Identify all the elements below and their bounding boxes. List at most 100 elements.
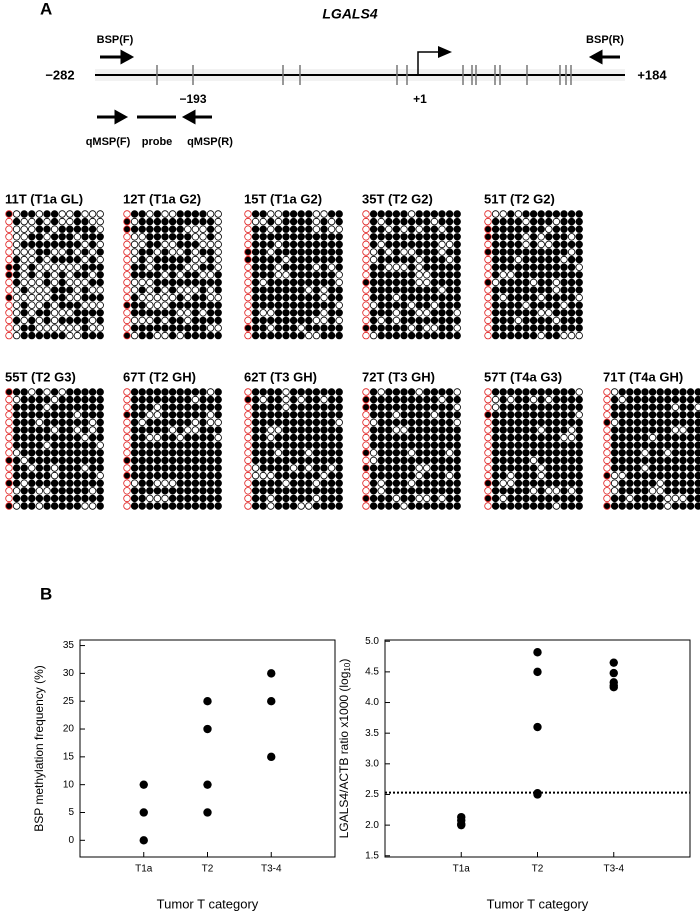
cpg-dot (575, 388, 583, 396)
cpg-dot (176, 309, 184, 317)
cpg-dot (603, 479, 611, 487)
cpg-dot (259, 271, 267, 279)
cpg-dot (161, 441, 169, 449)
cpg-dot (567, 456, 576, 465)
cpg-dot (369, 487, 378, 495)
cpg-dot (244, 331, 252, 340)
qmsp-r-label: qMSP(R) (187, 136, 233, 148)
cpg-dot (184, 255, 192, 264)
cpg-dot (369, 225, 378, 233)
cpg-dot (146, 240, 154, 249)
cpg-dot (400, 309, 408, 317)
cpg-dot (453, 255, 461, 264)
cpg-dot (641, 456, 649, 465)
cpg-dot (251, 403, 260, 411)
cpg-dot (146, 388, 154, 396)
cpg-dot (453, 388, 461, 396)
cpg-dot (282, 233, 290, 241)
cpg-dot (123, 324, 131, 332)
cpg-dot (648, 449, 657, 457)
cpg-dot (438, 324, 446, 332)
cpg-dot (610, 502, 619, 510)
cpg-dot (537, 441, 545, 449)
cpg-dot (88, 418, 97, 427)
cpg-dot (694, 456, 700, 465)
cpg-dot (73, 502, 82, 510)
cpg-dot (415, 471, 423, 480)
cpg-dot (560, 479, 568, 487)
cpg-dot (335, 395, 343, 404)
cpg-dot (20, 271, 28, 279)
cpg-dot (267, 418, 275, 427)
cpg-dot (88, 240, 97, 249)
cpg-dot (445, 494, 454, 503)
cpg-dot (297, 426, 305, 434)
data-point (139, 780, 148, 789)
cpg-dot (35, 471, 44, 480)
cpg-dot (537, 418, 545, 427)
cpg-dot (161, 331, 169, 340)
cpg-dot (453, 286, 461, 294)
cpg-dot (694, 395, 700, 404)
cpg-dot (430, 278, 439, 287)
cpg-dot (66, 441, 74, 449)
cpg-dot (415, 464, 423, 472)
cpg-dot (88, 263, 97, 271)
cpg-dot (335, 225, 343, 233)
cpg-dot (168, 487, 177, 495)
cpg-dot (415, 479, 423, 487)
cpg-dot (400, 210, 408, 218)
cpg-dot (545, 433, 553, 442)
cpg-dot (415, 255, 423, 264)
cpg-dot (289, 248, 298, 256)
cpg-dot (575, 217, 583, 226)
cpg-dot (499, 464, 507, 472)
cpg-dot (214, 494, 222, 503)
cpg-dot (176, 316, 184, 325)
cpg-dot (96, 395, 104, 404)
cpg-dot (28, 479, 36, 487)
cpg-dot (206, 388, 215, 396)
cpg-dot (214, 263, 222, 271)
cpg-dot (567, 464, 576, 472)
cpg-dot (176, 271, 184, 279)
cpg-dot (267, 240, 275, 249)
cpg-dot (537, 233, 545, 241)
cpg-dot (641, 418, 649, 427)
cpg-dot (686, 494, 695, 503)
cpg-dot (491, 502, 500, 510)
cpg-dot (514, 456, 523, 465)
cpg-dot (633, 441, 642, 449)
cpg-dot (282, 403, 290, 411)
cpg-dot (58, 441, 66, 449)
cpg-dot (43, 324, 51, 332)
cpg-dot (244, 403, 252, 411)
cpg-dot (679, 449, 687, 457)
cpg-dot (81, 441, 89, 449)
cpg-dot (282, 433, 290, 442)
cpg-dot (28, 411, 36, 419)
cpg-dot (191, 331, 200, 340)
cpg-dot (335, 255, 343, 264)
cpg-dot (327, 271, 336, 279)
cpg-dot (312, 388, 321, 396)
cpg-dot (603, 395, 611, 404)
cpg-dot (123, 403, 131, 411)
cpg-dot (96, 456, 104, 465)
cpg-dot (251, 388, 260, 396)
cpg-dot (400, 225, 408, 233)
cpg-dot (423, 331, 431, 340)
cpg-dot (81, 309, 89, 317)
cpg-dot (184, 217, 192, 226)
cpg-dot (282, 263, 290, 271)
cpg-dot (423, 248, 431, 256)
cpg-dot (529, 403, 538, 411)
cpg-dot (176, 441, 184, 449)
cpg-dot (385, 210, 393, 218)
cpg-dot (58, 309, 66, 317)
cpg-dot (96, 271, 104, 279)
cpg-dot (251, 479, 260, 487)
cpg-dot (392, 293, 401, 302)
cpg-dot (445, 433, 454, 442)
cpg-dot (484, 324, 492, 332)
